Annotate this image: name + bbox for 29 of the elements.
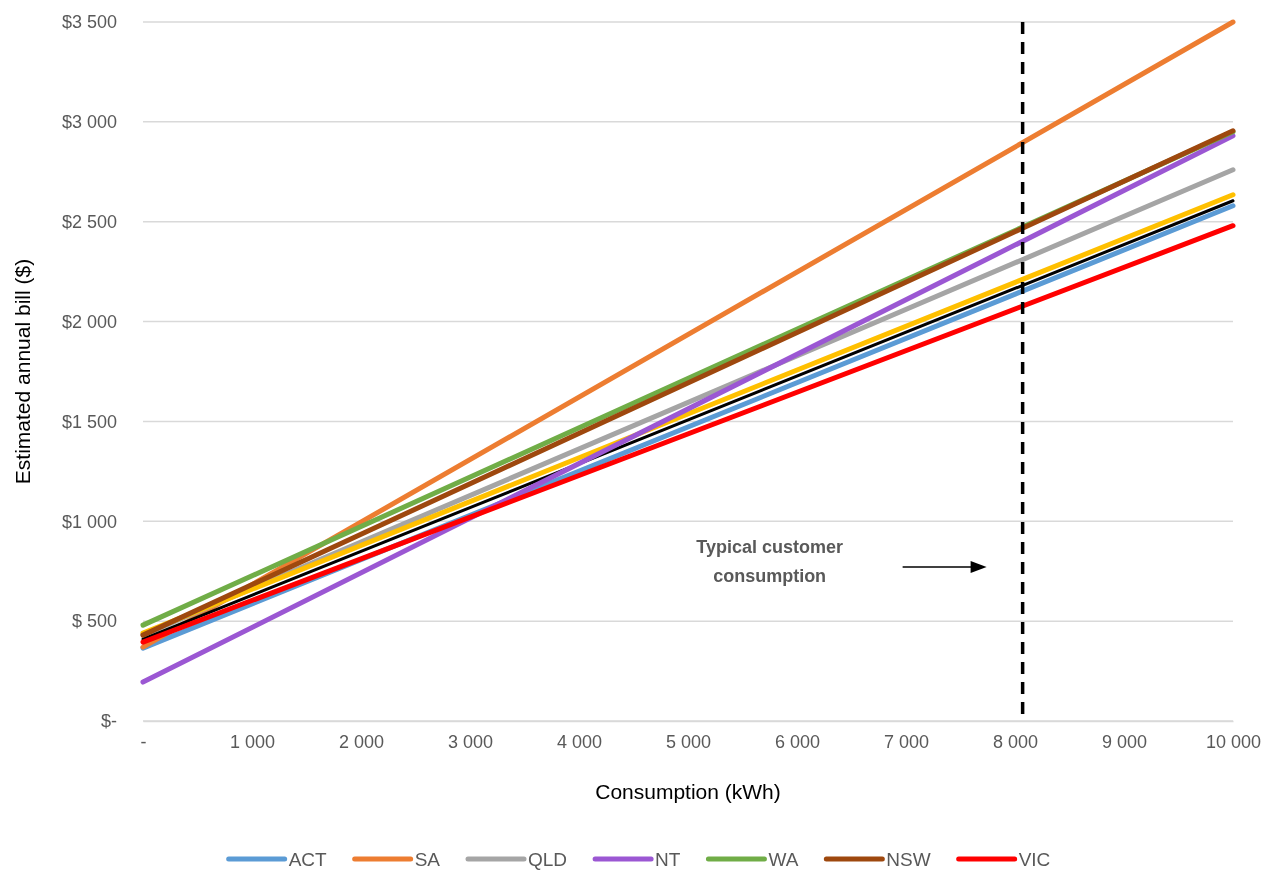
y-tick-label: $1 000: [61, 511, 117, 532]
y-tick-label: $2 500: [61, 211, 117, 232]
legend-label: NSW: [886, 849, 931, 870]
x-tick-label: 8 000: [992, 731, 1039, 752]
y-tick-label: $ 500: [71, 611, 117, 632]
x-tick-label: 2 000: [338, 731, 385, 752]
y-tick-label: $1 500: [61, 411, 117, 432]
legend-label: ACT: [288, 849, 328, 870]
y-tick-label: $2 000: [61, 311, 117, 332]
x-tick-label: 7 000: [883, 731, 930, 752]
x-tick-label: 9 000: [1101, 731, 1148, 752]
legend-label: SA: [414, 849, 441, 870]
x-tick-label: 4 000: [556, 731, 603, 752]
legend-label: WA: [768, 849, 799, 870]
y-tick-label: $3 500: [61, 12, 117, 33]
x-tick-label: -: [140, 731, 147, 752]
legend-label: VIC: [1018, 849, 1051, 870]
y-tick-label: $3 000: [61, 112, 117, 133]
x-tick-label: 6 000: [774, 731, 821, 752]
x-tick-label: 10 000: [1205, 731, 1262, 752]
y-axis-title: Estimated annual bill ($): [11, 258, 34, 485]
x-axis-title: Consumption (kWh): [595, 780, 781, 803]
annotation: Typical customer consumption: [696, 537, 843, 586]
x-tick-label: 5 000: [665, 731, 712, 752]
x-tick-label: 3 000: [447, 731, 494, 752]
y-tick-label: $-: [100, 711, 117, 732]
legend-label: NT: [655, 849, 681, 870]
legend-label: QLD: [528, 849, 568, 870]
x-tick-label: 1 000: [229, 731, 276, 752]
